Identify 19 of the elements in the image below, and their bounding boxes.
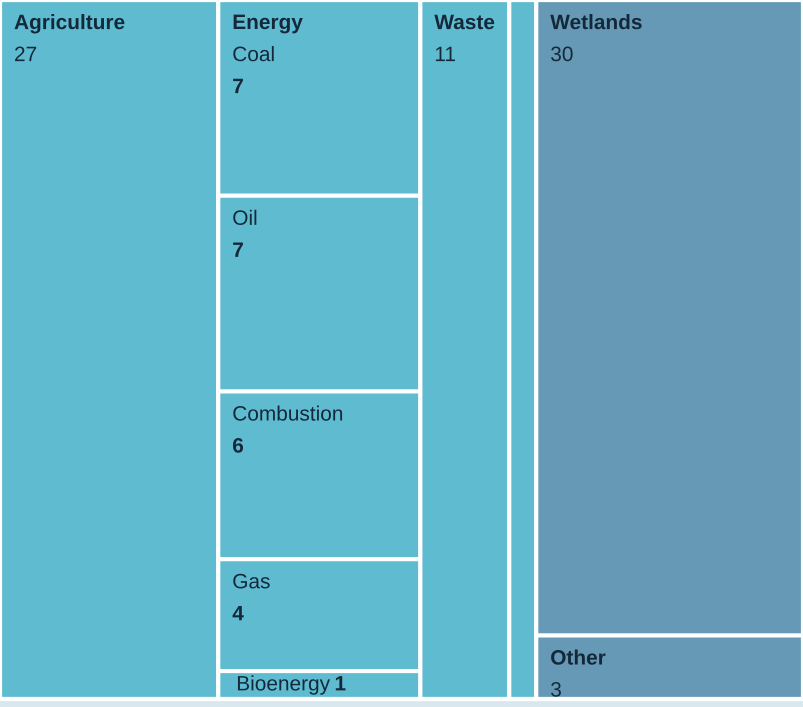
category-label: Bioenergy <box>238 675 330 695</box>
data-label: 30 <box>551 46 573 62</box>
category-label: Wetlands <box>550 14 642 30</box>
category-label: Waste <box>434 14 494 30</box>
data-label: 11 <box>436 46 455 62</box>
category-label: Combustion <box>233 405 342 421</box>
category-label: Other <box>551 649 606 665</box>
data-label: 6 <box>233 438 244 453</box>
category-label: Agriculture <box>14 14 124 34</box>
data-label: 7 <box>233 242 243 257</box>
category-label: Gas <box>233 574 270 589</box>
data-label: 3 <box>551 682 561 697</box>
data-label: 7 <box>233 78 243 94</box>
data-label: 27 <box>15 46 36 62</box>
category-label: Oil <box>233 210 256 226</box>
data-label: 4 <box>232 606 244 620</box>
series-label: Energy <box>234 14 303 34</box>
category-label: Coal <box>233 46 274 62</box>
data-label: 1 <box>336 676 346 690</box>
